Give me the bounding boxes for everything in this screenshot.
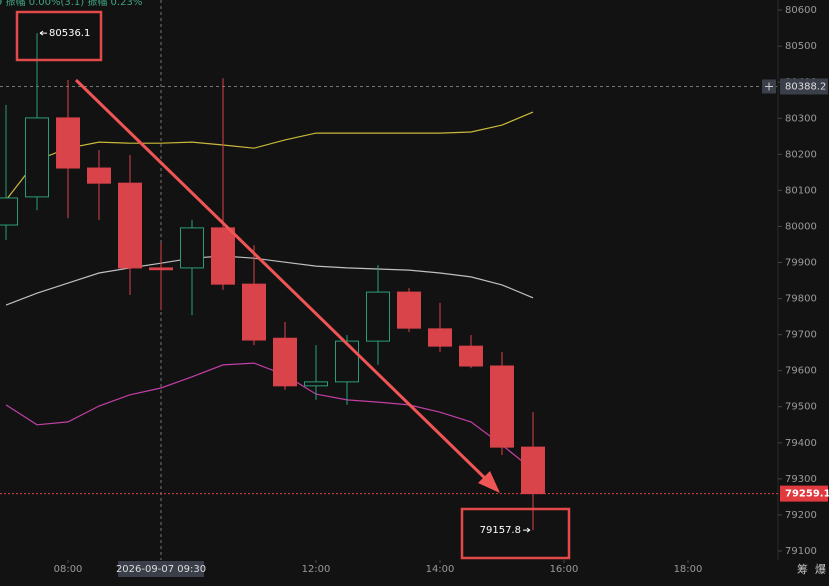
candle-body bbox=[25, 117, 50, 198]
y-tick-label: 80500 bbox=[785, 41, 817, 52]
x-tick-label: 08:00 bbox=[54, 564, 83, 575]
y-tick-label: 79200 bbox=[785, 510, 817, 521]
y-tick-label: 79300 bbox=[785, 474, 817, 485]
candle-body bbox=[118, 182, 143, 269]
candle-body bbox=[365, 291, 390, 342]
candle-body bbox=[0, 197, 19, 226]
current-price-tag bbox=[780, 485, 828, 502]
crosshair-time-tag bbox=[118, 561, 205, 577]
crosshair-time-label: 2026-09-07 09:30 bbox=[116, 564, 206, 575]
y-tick-label: 80600 bbox=[785, 5, 817, 16]
indicator-line bbox=[5, 255, 534, 306]
indicator-line bbox=[5, 362, 534, 471]
candle-body bbox=[489, 365, 514, 448]
current-price-label: 79259.1 bbox=[785, 489, 829, 500]
toolbar-button[interactable]: 筹 bbox=[797, 562, 808, 576]
candle-body bbox=[427, 328, 452, 347]
max-arrow bbox=[39, 30, 48, 36]
candle-body bbox=[211, 227, 236, 285]
x-tick-label: 16:00 bbox=[550, 564, 579, 575]
y-tick-label: 79400 bbox=[785, 438, 817, 449]
candle-body bbox=[56, 117, 81, 169]
candle-body bbox=[242, 283, 267, 341]
candle-body bbox=[273, 337, 298, 387]
x-tick-label: 12:00 bbox=[302, 564, 331, 575]
y-tick-label: 79600 bbox=[785, 366, 817, 377]
y-tick-label: 79100 bbox=[785, 546, 817, 557]
y-tick-label: 79900 bbox=[785, 258, 817, 269]
x-tick-label: 14:00 bbox=[426, 564, 455, 575]
max-price-label: 80536.1 bbox=[49, 28, 90, 39]
y-tick-label: 80300 bbox=[785, 113, 817, 124]
candle-body bbox=[87, 167, 112, 184]
candle-body bbox=[303, 381, 328, 387]
toolbar-button[interactable]: 爆 bbox=[815, 562, 826, 576]
min-price-label: 79157.8 bbox=[480, 525, 521, 536]
crosshair-price-tag bbox=[780, 78, 828, 95]
highlight-box bbox=[15, 10, 103, 62]
y-tick-label: 79800 bbox=[785, 294, 817, 305]
highlight-box bbox=[460, 507, 571, 560]
x-tick-label: 18:00 bbox=[674, 564, 703, 575]
candle-body bbox=[396, 291, 421, 329]
y-tick-label: 80200 bbox=[785, 149, 817, 160]
candle-body bbox=[334, 340, 359, 383]
candle-body bbox=[520, 446, 545, 495]
crosshair-price-label: 80388.2 bbox=[785, 81, 826, 92]
trend-arrow bbox=[74, 78, 494, 487]
candle-body bbox=[458, 345, 483, 367]
candle-body bbox=[149, 267, 174, 271]
header-stats: 9 振幅 0.00%(3.1) 振幅 0.23% bbox=[0, 0, 142, 8]
plus-icon bbox=[765, 82, 773, 91]
trend-arrowhead bbox=[478, 471, 500, 493]
y-tick-label: 79500 bbox=[785, 402, 817, 413]
y-tick-label: 80000 bbox=[785, 221, 817, 232]
min-arrow bbox=[522, 527, 531, 533]
indicator-line bbox=[5, 111, 534, 201]
y-tick-label: 79700 bbox=[785, 330, 817, 341]
candle-body bbox=[180, 227, 205, 269]
y-tick-label: 80100 bbox=[785, 185, 817, 196]
